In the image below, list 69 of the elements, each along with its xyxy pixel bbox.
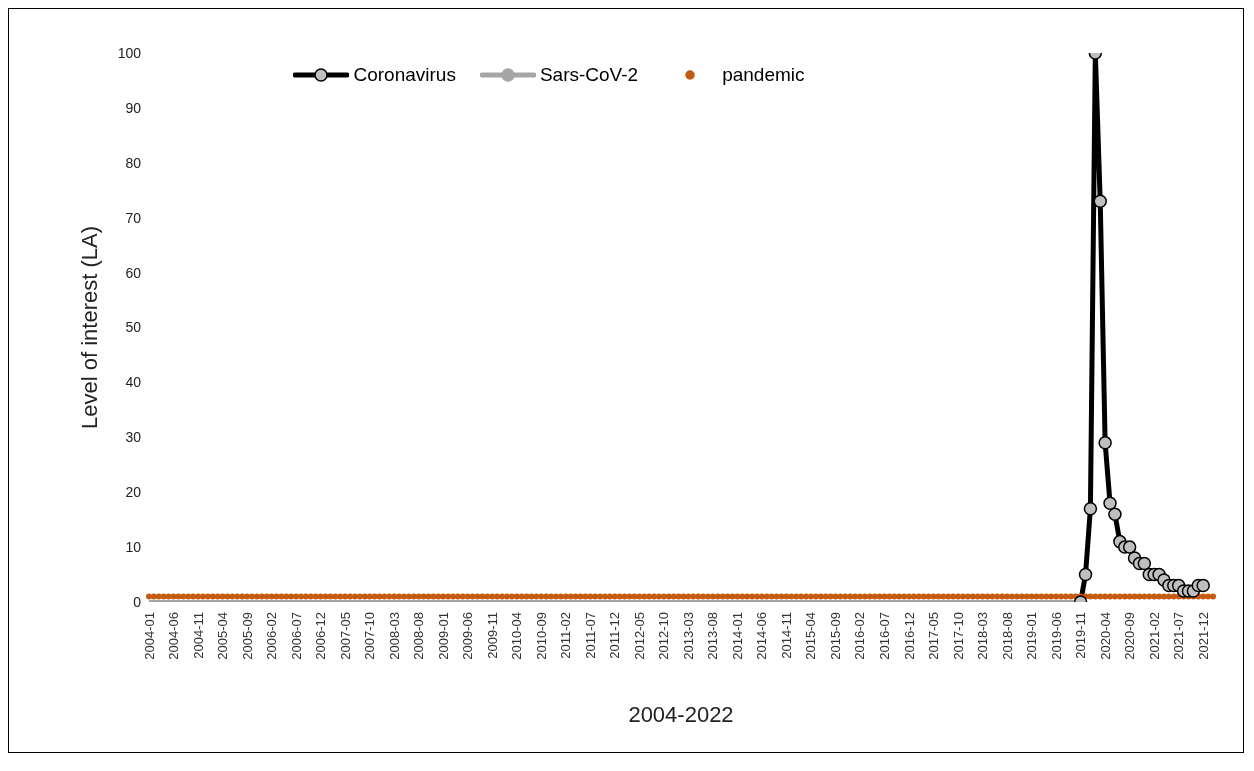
x-tick-label: 2014-01: [729, 612, 745, 660]
x-tick-label: 2006-12: [313, 612, 329, 660]
x-tick-label: 2016-07: [876, 612, 892, 660]
y-tick-label: 20: [125, 484, 142, 501]
y-tick-label: 70: [125, 209, 142, 226]
x-tick-label: 2009-06: [460, 612, 476, 660]
x-tick-label: 2004-01: [141, 612, 157, 660]
x-tick-label: 2010-04: [509, 612, 525, 660]
y-tick-label: 30: [125, 429, 142, 446]
x-tick-label: 2006-02: [264, 612, 280, 660]
x-tick-label: 2011-02: [558, 612, 574, 659]
x-tick-label: 2016-02: [852, 612, 868, 660]
x-tick-label: 2018-08: [999, 612, 1015, 660]
x-tick-label: 2012-10: [656, 612, 672, 660]
x-tick-label: 2009-11: [484, 612, 500, 659]
legend-label: pandemic: [722, 64, 805, 86]
x-tick-label: 2011-12: [607, 612, 623, 659]
y-tick-label: 100: [117, 44, 142, 61]
x-tick-label: 2005-09: [239, 612, 255, 660]
x-tick-label: 2014-06: [754, 612, 770, 660]
y-axis-title: Level of interest (LA): [76, 226, 102, 429]
x-tick-label: 2015-04: [803, 612, 819, 660]
point: [1093, 194, 1107, 208]
x-tick-label: 2019-06: [1048, 612, 1064, 660]
x-tick-label: 2007-10: [362, 612, 378, 660]
y-tick-label: 0: [133, 593, 142, 610]
point: [1098, 436, 1112, 450]
x-tick-label: 2009-01: [435, 612, 451, 660]
x-tick-label: 2013-03: [680, 612, 696, 660]
y-tick-label: 80: [125, 154, 142, 171]
x-tick-label: 2004-11: [190, 612, 206, 659]
x-tick-label: 2020-09: [1122, 612, 1138, 660]
y-tick-label: 50: [125, 319, 142, 336]
x-tick-label: 2021-12: [1195, 612, 1211, 660]
legend-label: Sars-CoV-2: [539, 64, 639, 86]
y-tick-label: 40: [125, 374, 142, 391]
point: [1108, 507, 1122, 521]
point: [1122, 540, 1137, 554]
x-tick-label: 2020-04: [1097, 612, 1113, 660]
point: [1083, 501, 1098, 516]
x-tick-label: 2019-11: [1073, 612, 1089, 659]
x-tick-label: 2018-03: [975, 612, 991, 660]
x-tick-label: 2008-03: [386, 612, 402, 660]
x-tick-label: 2021-02: [1146, 612, 1162, 660]
y-tick-label: 90: [125, 99, 142, 116]
x-axis-title: 2004-2022: [628, 702, 734, 727]
x-tick-label: 2019-01: [1024, 612, 1040, 660]
x-tick-label: 2017-05: [926, 612, 942, 660]
point: [1196, 578, 1210, 593]
x-tick-label: 2005-04: [215, 612, 231, 660]
legend-label: Coronavirus: [353, 64, 456, 86]
point: [1137, 556, 1152, 571]
x-tick-label: 2015-09: [827, 612, 843, 660]
y-tick-label: 60: [125, 264, 142, 281]
x-tick-label: 2010-09: [533, 612, 549, 660]
x-tick-label: 2011-07: [582, 612, 598, 659]
x-tick-label: 2021-07: [1171, 612, 1187, 660]
x-tick-label: 2013-08: [705, 612, 721, 660]
x-tick-label: 2016-12: [901, 612, 917, 660]
x-tick-label: 2008-08: [411, 612, 427, 660]
x-tick-label: 2004-06: [166, 612, 182, 660]
point: [1078, 567, 1093, 582]
point: [1103, 496, 1117, 510]
x-tick-label: 2017-10: [950, 612, 966, 660]
x-tick-label: 2007-05: [337, 612, 353, 660]
y-tick-label: 10: [125, 539, 142, 556]
x-tick-label: 2012-05: [631, 612, 647, 660]
x-tick-label: 2014-11: [778, 612, 794, 659]
x-tick-label: 2006-07: [288, 612, 304, 660]
